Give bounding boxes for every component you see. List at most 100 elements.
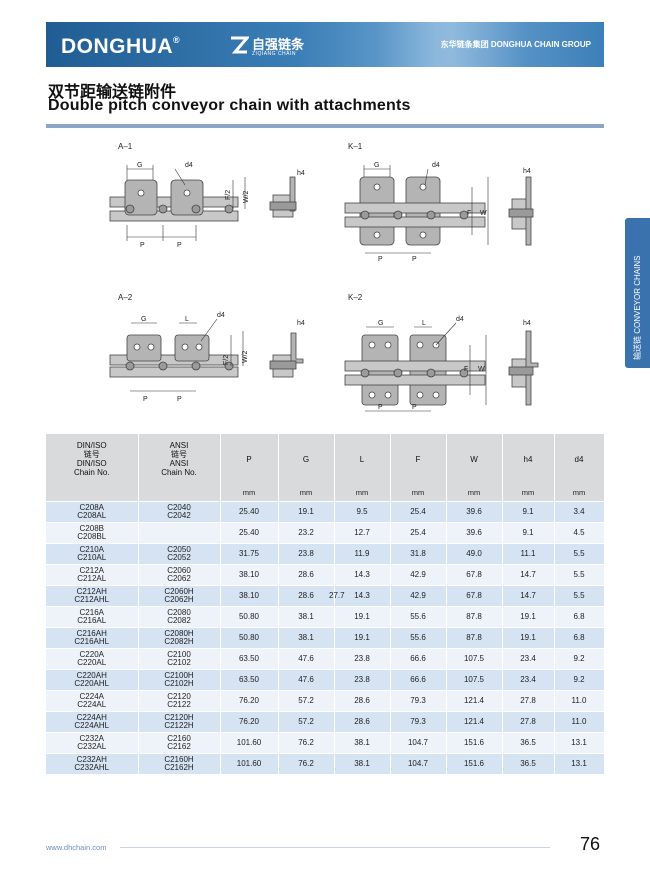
diagram-label-a1: A–1	[118, 142, 133, 151]
ansi-chain-no-cell	[138, 522, 221, 544]
value-cell: 11.0	[554, 711, 605, 733]
value-cell: 19.1	[334, 606, 391, 628]
dim-label: F/2	[225, 190, 232, 200]
value-cell: 23.8	[334, 669, 391, 691]
dim-label: W	[480, 210, 487, 217]
table-row: C232AH C232AHL C2160H C2162H 101.60 76.2 38.1 1…	[46, 753, 605, 775]
table-row: C220AH C220AHL C2100H C2102H 63.50 47.6 23.8 66…	[46, 669, 605, 691]
col-header-w: W	[446, 434, 503, 484]
value-cell: 121.4	[446, 690, 503, 712]
dim-label: P	[412, 256, 417, 263]
value-cell: 151.6	[446, 732, 503, 754]
table-body: C208A C208AL C2040 C2042 25.40 19.1 9.5 25.4 39.…	[46, 501, 605, 775]
dim-label: P	[140, 242, 145, 249]
value-cell: 28.6	[278, 564, 335, 586]
value-cell: 87.8	[446, 606, 503, 628]
banner-highlight	[376, 22, 526, 67]
value-cell: 25.40	[220, 522, 279, 544]
value-cell: 27.8	[502, 711, 555, 733]
dim-label: W/2	[242, 350, 249, 363]
page-title-chinese: 双节距输送链附件	[48, 84, 177, 101]
value-cell: 63.50	[220, 669, 279, 691]
title-rule	[46, 124, 604, 128]
din-chain-no-cell: C208A C208AL	[46, 501, 139, 523]
footer-url[interactable]: www.dhchain.com	[46, 843, 107, 852]
diagram-label-k2: K–2	[348, 293, 363, 302]
unit-cell: mm	[502, 484, 555, 502]
din-chain-no-cell: C216AH C216AHL	[46, 627, 139, 649]
value-cell: 11.9	[334, 543, 391, 565]
value-cell: 39.6	[446, 522, 503, 544]
ansi-chain-no-cell: C2160 C2162	[138, 732, 221, 754]
dim-label: d4	[185, 162, 193, 169]
value-cell: 5.5	[554, 564, 605, 586]
value-cell: 42.9	[390, 564, 447, 586]
value-cell: 31.75	[220, 543, 279, 565]
dim-label: F/2	[223, 355, 230, 365]
table-row: C212AH C212AHL C2060H C2062H 38.10 28.6 14.3 42…	[46, 585, 605, 607]
value-cell: 5.5	[554, 543, 605, 565]
value-cell: 9.1	[502, 501, 555, 523]
diagram-label-a2: A–2	[118, 293, 133, 302]
table-row: C232A C232AL C2160 C2162 101.60 76.2 38.1 104.7…	[46, 732, 605, 754]
dim-label: d4	[217, 312, 225, 319]
ansi-chain-no-cell: C2060H C2062H	[138, 585, 221, 607]
col-header-ansi: ANSI 链号 ANSI Chain No.	[138, 434, 221, 484]
value-cell: 19.1	[334, 627, 391, 649]
col-header-l: L	[334, 434, 391, 484]
unit-cell: mm	[278, 484, 335, 502]
dim-label: h4	[297, 170, 305, 177]
value-cell: 36.5	[502, 732, 555, 754]
value-cell: 107.5	[446, 669, 503, 691]
dim-label: P	[177, 396, 182, 403]
value-cell: 9.2	[554, 669, 605, 691]
value-cell: 104.7	[390, 753, 447, 775]
chain-side-view	[109, 334, 239, 378]
value-cell: 23.4	[502, 648, 555, 670]
col-header-h4: h4	[502, 434, 555, 484]
table-header-row: DIN/ISO 链号 DIN/ISO Chain No. ANSI 链号 ANSI Ch…	[46, 434, 605, 484]
chain-end-view	[508, 330, 539, 406]
chain-end-view	[269, 332, 304, 378]
value-cell: 28.6	[278, 585, 335, 607]
value-cell: 4.5	[554, 522, 605, 544]
ansi-chain-no-cell: C2100 C2102	[138, 648, 221, 670]
din-chain-no-cell: C224A C224AL	[46, 690, 139, 712]
din-chain-no-cell: C216A C216AL	[46, 606, 139, 628]
value-cell: 25.40	[220, 501, 279, 523]
value-cell: 6.8	[554, 627, 605, 649]
value-cell: 57.2	[278, 690, 335, 712]
col-header-d4: d4	[554, 434, 605, 484]
ansi-chain-no-cell: C2080 C2082	[138, 606, 221, 628]
table-row: C224AH C224AHL C2120H C2122H 76.20 57.2 28.6 79…	[46, 711, 605, 733]
value-cell: 63.50	[220, 648, 279, 670]
value-cell: 36.5	[502, 753, 555, 775]
chain-side-view	[109, 179, 239, 222]
dim-label: G	[141, 316, 146, 323]
chain-end-view	[508, 176, 534, 246]
diagram-a2: G L d4 h4 F/2 W/2 P P	[109, 312, 305, 403]
value-cell: 23.8	[334, 648, 391, 670]
table-row: C216AH C216AHL C2080H C2082H 50.80 38.1 19.1 55…	[46, 627, 605, 649]
value-cell: 50.80	[220, 606, 279, 628]
value-cell: 19.1	[502, 606, 555, 628]
value-cell: 87.8	[446, 627, 503, 649]
value-cell: 47.6	[278, 648, 335, 670]
value-cell: 23.8	[278, 543, 335, 565]
value-cell: 9.1	[502, 522, 555, 544]
chain-end-view	[269, 176, 297, 218]
col-header-p: P	[220, 434, 279, 484]
dim-label: P	[378, 404, 383, 411]
din-chain-no-cell: C224AH C224AHL	[46, 711, 139, 733]
value-cell: 13.1	[554, 732, 605, 754]
din-chain-no-cell: C232AH C232AHL	[46, 753, 139, 775]
value-cell: 107.5	[446, 648, 503, 670]
value-cell: 9.2	[554, 648, 605, 670]
din-chain-no-cell: C210A C210AL	[46, 543, 139, 565]
value-cell: 38.1	[334, 732, 391, 754]
dim-label: G	[378, 320, 383, 327]
page-number: 76	[580, 834, 601, 854]
dim-label: F	[464, 366, 468, 373]
diagram-k1: G d4 h4 F W P P	[344, 162, 534, 263]
din-chain-no-cell: C232A C232AL	[46, 732, 139, 754]
